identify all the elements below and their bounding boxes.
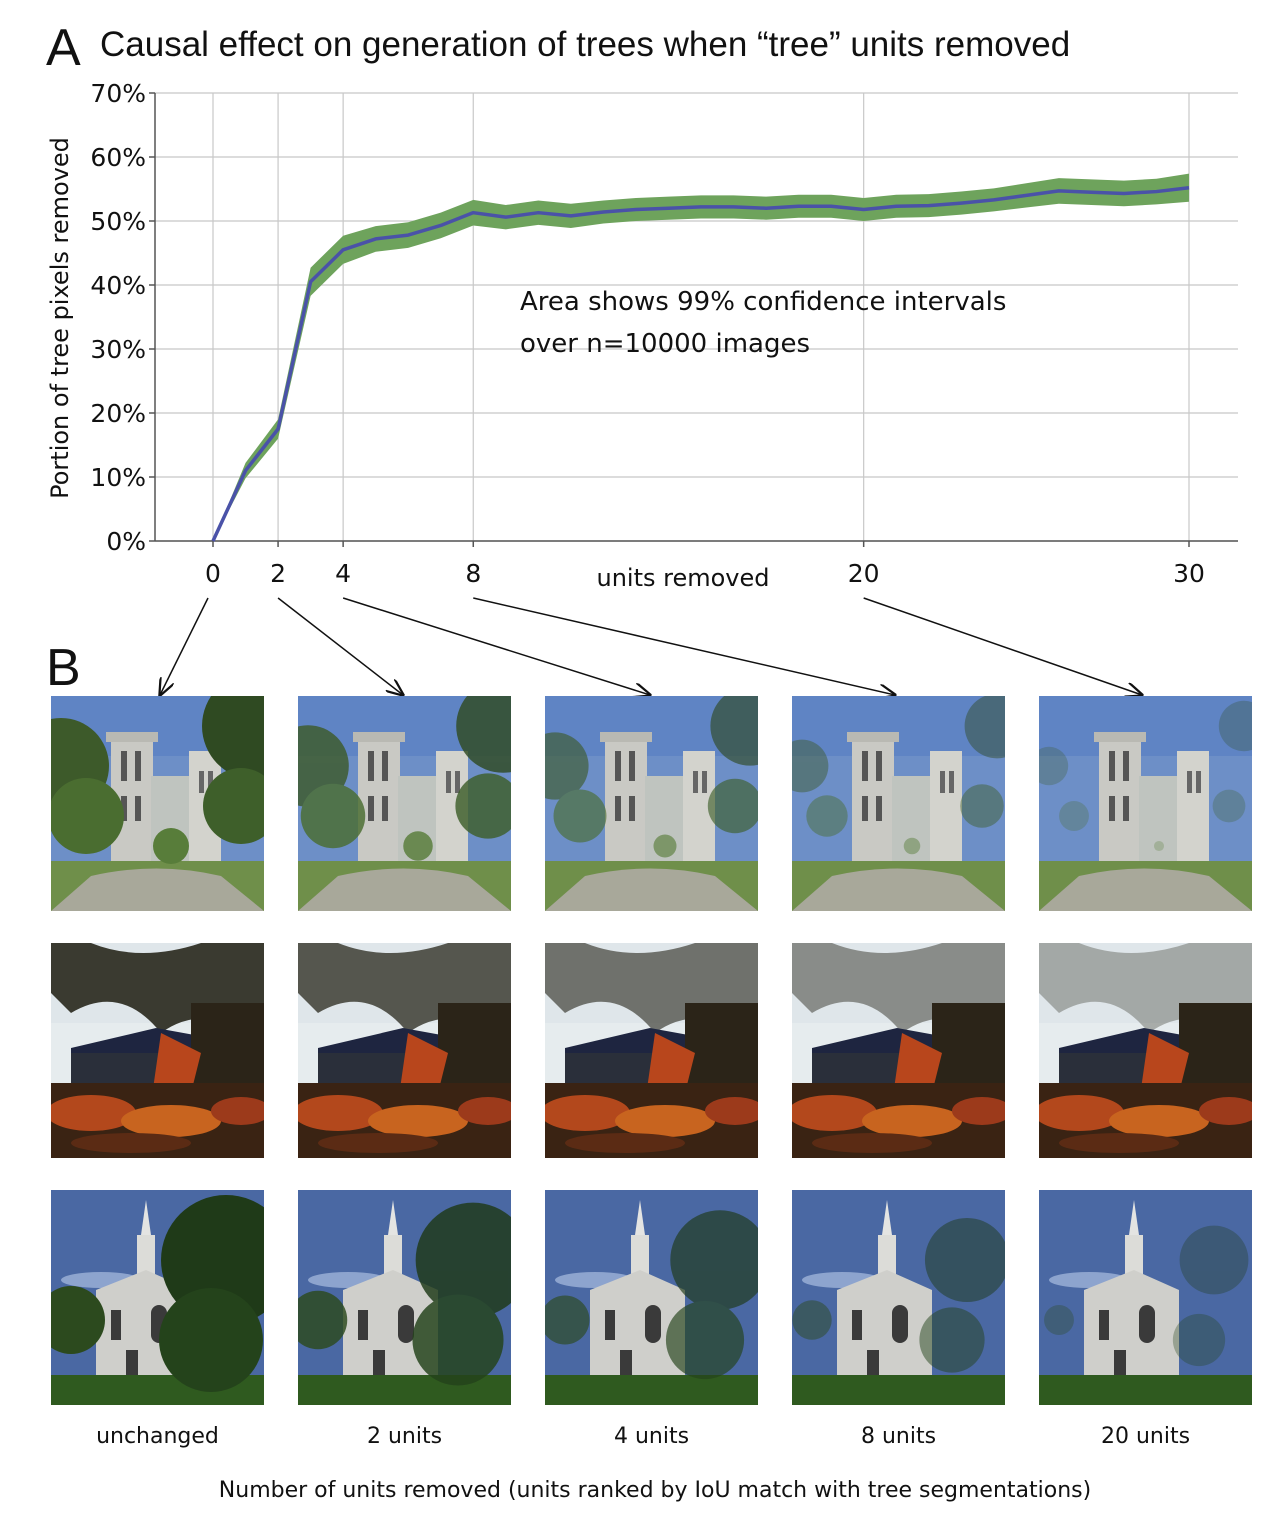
thumbnail-cathedral-3 xyxy=(792,696,1005,911)
line-chart: 0% 10% 20% 30% 40% 50% 60% 70% 0 2 4 8 20 30 units rem… xyxy=(46,79,1238,700)
thumbnail-autumn-church-4 xyxy=(1039,943,1252,1158)
arrow-to-thumbnail xyxy=(160,597,209,695)
thumbnail-white-chapel-4 xyxy=(1039,1190,1252,1405)
x-tick-label: 0 xyxy=(205,559,221,588)
x-tick-label: 30 xyxy=(1173,559,1205,588)
x-axis-label: units removed xyxy=(596,564,769,592)
thumbnail-autumn-church-3 xyxy=(792,943,1005,1158)
thumbnail-white-chapel-3 xyxy=(792,1190,1005,1405)
caption-4-units: 4 units xyxy=(613,1424,690,1449)
arrow-to-thumbnail xyxy=(473,597,895,695)
arrow-to-thumbnail xyxy=(277,597,403,695)
y-tick-label: 40% xyxy=(90,271,146,300)
thumbnail-cathedral-1 xyxy=(298,696,511,911)
thumbnail-autumn-church-1 xyxy=(298,943,511,1158)
y-tick-label: 0% xyxy=(106,527,146,556)
x-tick-label: 8 xyxy=(465,559,481,588)
panel-a-letter: A xyxy=(46,19,81,77)
caption-unchanged: unchanged xyxy=(96,1424,219,1449)
y-axis-label: Portion of tree pixels removed xyxy=(46,137,74,499)
caption-20-units: 20 units xyxy=(1100,1424,1191,1449)
chart-title: Causal effect on generation of trees whe… xyxy=(100,25,1071,64)
y-tick-label: 30% xyxy=(90,335,146,364)
thumbnail-cathedral-4 xyxy=(1039,696,1252,911)
caption-2-units: 2 units xyxy=(366,1424,443,1449)
thumbnail-cathedral-0 xyxy=(51,696,264,911)
thumbnail-white-chapel-2 xyxy=(545,1190,758,1405)
series-line xyxy=(211,185,1190,542)
thumbnail-autumn-church-0 xyxy=(51,943,264,1158)
y-tick-label: 70% xyxy=(90,79,146,108)
chart-annotation-line: Area shows 99% confidence intervals xyxy=(520,287,1006,317)
thumbnail-white-chapel-1 xyxy=(298,1190,511,1405)
x-tick-label: 4 xyxy=(335,559,351,588)
arrow-to-thumbnail xyxy=(342,597,650,695)
thumbnail-autumn-church-2 xyxy=(545,943,758,1158)
thumbnail-white-chapel-0 xyxy=(51,1190,264,1405)
caption-8-units: 8 units xyxy=(860,1424,937,1449)
x-tick-label: 20 xyxy=(848,559,880,588)
arrow-to-thumbnail xyxy=(863,597,1142,695)
panel-b-x-label: Number of units removed (units ranked by… xyxy=(218,1478,1092,1503)
y-tick-label: 20% xyxy=(90,399,146,428)
x-tick-label: 2 xyxy=(270,559,286,588)
chart-annotation-line: over n=10000 images xyxy=(520,329,810,359)
panel-b-letter: B xyxy=(46,639,81,697)
thumbnail-cathedral-2 xyxy=(545,696,758,911)
y-tick-label: 10% xyxy=(90,463,146,492)
y-tick-label: 60% xyxy=(90,143,146,172)
y-tick-label: 50% xyxy=(90,207,146,236)
